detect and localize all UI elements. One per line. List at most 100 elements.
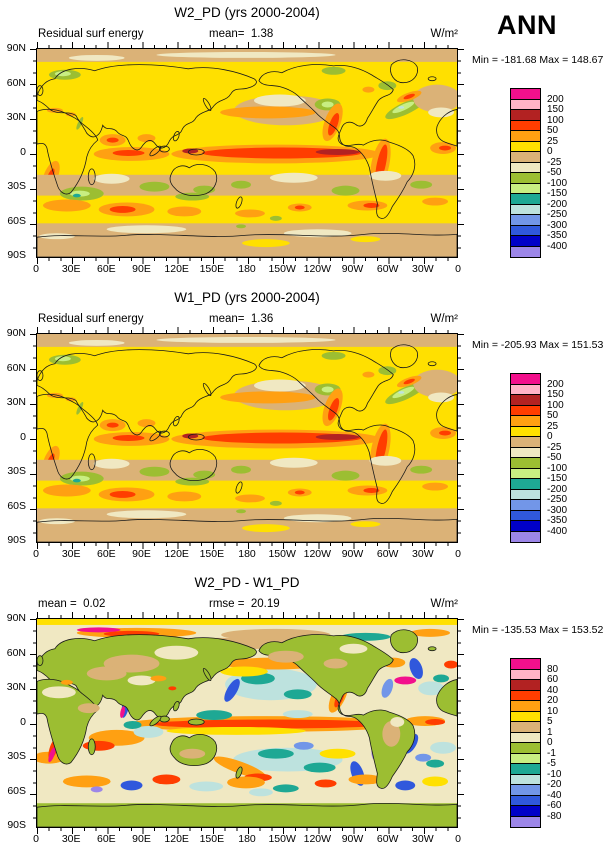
colorbar-swatch: 0 xyxy=(511,732,553,748)
colorbar-tick-label: -350 xyxy=(547,515,568,526)
minmax-stat: Min = -181.68 Max = 148.67 xyxy=(472,54,604,66)
mean-stat: mean = 0.02 xyxy=(38,598,106,610)
colorbar-swatch: 60 xyxy=(511,669,558,685)
colorbar-tick-label: -100 xyxy=(547,462,568,474)
x-axis-tick-label: 180 xyxy=(238,833,256,845)
colorbar-tick-label: 80 xyxy=(547,663,559,675)
y-axis-tick-label: 0 xyxy=(20,430,26,443)
map-field-art xyxy=(37,49,457,257)
colorbar-swatch: -10 xyxy=(511,764,561,780)
colorbar-tick-label: 150 xyxy=(547,389,564,400)
colorbar-swatch: -200 xyxy=(511,479,567,495)
y-axis-tick-label: 90N xyxy=(6,327,26,339)
colorbar-tick-label: -50 xyxy=(547,452,562,463)
x-axis-tick-label: 150E xyxy=(199,263,225,275)
colorbar-swatch: 25 xyxy=(511,131,558,147)
y-axis-labels: 90N 60N 30N 0 30S 60S 90S xyxy=(0,327,30,546)
colorbar-swatch: 5 xyxy=(511,711,553,727)
colorbar-swatch: 40 xyxy=(511,680,558,696)
colorbar-tick-label: -25 xyxy=(547,156,562,168)
x-axis-tick-label: 0 xyxy=(455,833,461,845)
y-axis-tick-label: 30S xyxy=(7,465,26,477)
panel-diff: W2_PD - W1_PD mean = 0.02 rmse = 20.19 W… xyxy=(0,570,607,855)
colorbar-swatch xyxy=(511,246,540,257)
colorbar-swatch: -100 xyxy=(511,458,567,474)
y-axis-tick-label: 60N xyxy=(6,646,26,659)
y-axis-tick-label: 0 xyxy=(20,145,26,158)
colorbar-swatch: -80 xyxy=(511,806,561,822)
colorbar-tick-label: 100 xyxy=(547,114,564,126)
x-axis-tick-label: 60W xyxy=(376,263,399,275)
x-axis-tick-label: 120W xyxy=(303,548,332,560)
colorbar-tick-label: 1 xyxy=(547,726,553,738)
colorbar-tick-label: -20 xyxy=(547,779,562,790)
x-axis-tick-label: 60E xyxy=(96,548,116,560)
colorbar-swatch: -100 xyxy=(511,173,567,189)
colorbar-tick-label: -200 xyxy=(547,483,568,495)
colorbar-swatch: -25 xyxy=(511,152,561,168)
y-axis-tick-label: 30N xyxy=(6,396,26,408)
colorbar-swatch xyxy=(511,531,540,542)
colorbar-tick-label: -1 xyxy=(547,747,556,759)
colorbar-swatch: 0 xyxy=(511,141,553,157)
x-axis-tick-label: 150E xyxy=(199,548,225,560)
colorbar-tick-label: -10 xyxy=(547,768,562,780)
axis-ticks-left xyxy=(30,619,36,827)
colorbar-swatch: -5 xyxy=(511,753,556,769)
colorbar-swatch: 1 xyxy=(511,722,553,738)
colorbar-tick-label: -250 xyxy=(547,494,568,505)
x-axis-tick-label: 120E xyxy=(164,263,189,275)
x-axis-tick-label: 60W xyxy=(376,833,399,845)
y-axis-tick-label: 30N xyxy=(6,681,26,693)
colorbar-swatch: 50 xyxy=(511,120,558,136)
y-axis-labels: 90N 60N 30N 0 30S 60S 90S xyxy=(0,42,30,261)
x-axis-tick-label: 90E xyxy=(132,548,151,560)
x-axis-tick-label: 180 xyxy=(238,263,256,275)
map-field-art xyxy=(37,334,457,542)
colorbar-tick-label: 150 xyxy=(547,104,564,115)
colorbar-tick-label: -150 xyxy=(547,473,568,484)
colorbar-swatch: -150 xyxy=(511,183,567,199)
panel-title: W1_PD (yrs 2000-2004) xyxy=(174,290,320,305)
y-axis-tick-label: 30S xyxy=(7,180,26,192)
y-axis-tick-label: 60S xyxy=(7,214,26,227)
colorbar-swatch: 150 xyxy=(511,384,564,400)
colorbar-swatch: -250 xyxy=(511,489,567,505)
x-axis-tick-label: 90E xyxy=(132,263,151,275)
colorbar-tick-label: 20 xyxy=(547,695,559,706)
variable-label: Residual surf energy xyxy=(38,313,144,325)
x-axis-tick-label: 120E xyxy=(164,548,189,560)
x-axis-tick-label: 150W xyxy=(268,833,296,845)
y-axis-tick-label: 90S xyxy=(7,249,26,261)
minmax-stat: Min = -135.53 Max = 153.52 xyxy=(472,624,604,636)
colorbar-tick-label: -80 xyxy=(547,810,562,822)
colorbar-tick-label: 25 xyxy=(547,420,559,432)
units-label: W/m² xyxy=(430,598,458,610)
colorbar-swatch: 200 xyxy=(511,89,564,105)
colorbar-swatch: -25 xyxy=(511,437,561,453)
x-axis-tick-label: 90E xyxy=(132,833,151,845)
units-label: W/m² xyxy=(430,313,458,325)
x-axis-tick-label: 150W xyxy=(268,548,296,560)
colorbar-swatch: 150 xyxy=(511,99,564,115)
colorbar-tick-label: 200 xyxy=(547,378,564,390)
colorbar-swatch: -350 xyxy=(511,225,567,241)
map-w1-pd xyxy=(30,327,464,549)
colorbar-swatch: -250 xyxy=(511,204,567,220)
x-axis-tick-label: 90W xyxy=(341,263,364,275)
x-axis-tick-label: 60W xyxy=(376,548,399,560)
panel-subtitle-row: Residual surf energy mean= 1.38 W/m² xyxy=(36,28,458,44)
x-axis-tick-label: 0 xyxy=(33,548,39,560)
y-axis-labels: 90N 60N 30N 0 30S 60S 90S xyxy=(0,612,30,831)
x-axis-tick-label: 60E xyxy=(96,833,116,845)
x-axis-labels: 0 30E 60E 90E 120E 150E 180 150W 120W 90W 60W 30W 0 xyxy=(33,833,461,846)
colorbar-swatch: 50 xyxy=(511,405,558,421)
axis-ticks-right xyxy=(458,334,464,542)
colorbar-swatch: 10 xyxy=(511,701,558,717)
panel-w2-pd: W2_PD (yrs 2000-2004) Residual surf ener… xyxy=(0,0,607,285)
x-axis-tick-label: 0 xyxy=(455,548,461,560)
x-axis-tick-label: 30E xyxy=(61,263,81,275)
colorbar-swatch: 80 xyxy=(511,659,558,675)
axis-ticks-left xyxy=(30,49,36,257)
colorbar: 200 150 100 50 25 0 xyxy=(510,373,567,543)
